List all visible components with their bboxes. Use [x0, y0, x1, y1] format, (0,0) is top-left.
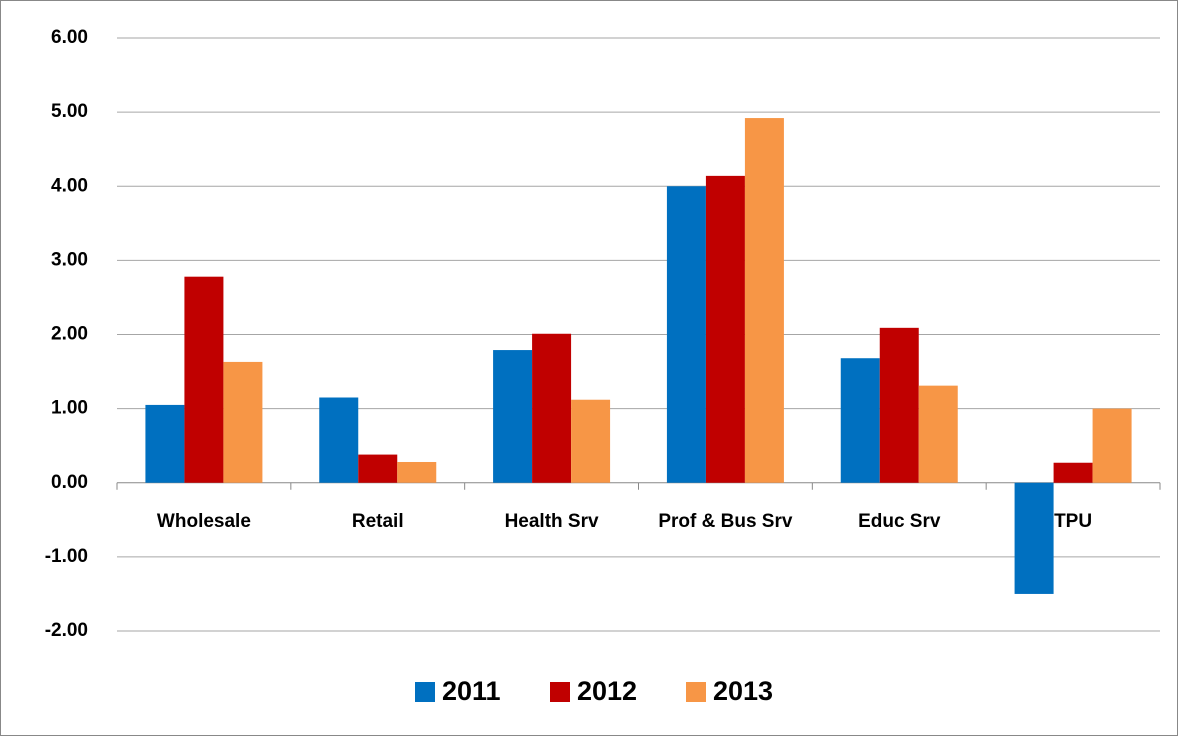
bar	[397, 461, 437, 483]
bar	[358, 454, 398, 483]
y-tick-label: -1.00	[45, 546, 88, 567]
bar	[1092, 408, 1132, 483]
bar	[840, 358, 880, 483]
bar	[571, 399, 611, 483]
y-tick-label: 3.00	[51, 249, 88, 270]
bar	[184, 276, 224, 483]
y-tick-label: 6.00	[51, 27, 88, 48]
bar	[145, 404, 185, 483]
x-tick-label: Educ Srv	[858, 511, 941, 532]
bar	[1053, 462, 1093, 483]
legend-swatch	[415, 682, 435, 702]
y-tick-label: -2.00	[45, 620, 88, 641]
bar	[879, 327, 919, 483]
bar	[666, 186, 706, 483]
bar	[918, 385, 958, 483]
y-tick-label: 4.00	[51, 175, 88, 196]
bar	[532, 333, 572, 483]
y-tick-label: 0.00	[51, 472, 88, 493]
x-tick-label: Wholesale	[157, 511, 251, 532]
x-tick-label: Health Srv	[505, 511, 599, 532]
bar	[1014, 482, 1054, 594]
bar	[223, 361, 263, 483]
legend-swatch	[686, 682, 706, 702]
bar	[493, 350, 533, 483]
bar	[319, 397, 359, 483]
y-tick-label: 1.00	[51, 398, 88, 419]
legend-swatch	[550, 682, 570, 702]
y-tick-label: 5.00	[51, 101, 88, 122]
x-tick-label: Retail	[352, 511, 404, 532]
x-tick-label: TPU	[1054, 511, 1092, 532]
y-tick-label: 2.00	[51, 324, 88, 345]
legend-label: 2012	[577, 676, 637, 706]
bar	[744, 118, 784, 483]
legend-label: 2011	[442, 676, 501, 706]
bar	[705, 175, 745, 483]
x-tick-label: Prof & Bus Srv	[658, 511, 793, 532]
legend-label: 2013	[713, 676, 773, 706]
